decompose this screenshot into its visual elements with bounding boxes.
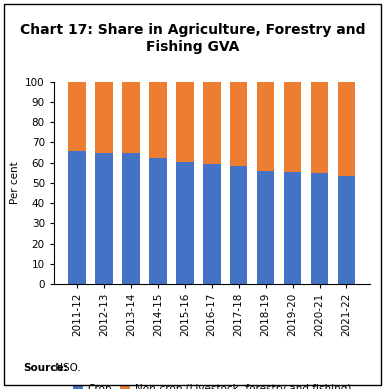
Bar: [230, 166, 248, 284]
Bar: [311, 82, 328, 173]
Bar: [149, 158, 167, 284]
Bar: [68, 82, 86, 151]
Bar: [122, 82, 140, 154]
Bar: [257, 171, 275, 284]
Bar: [95, 154, 113, 284]
Y-axis label: Per cent: Per cent: [10, 161, 20, 204]
Bar: [338, 176, 355, 284]
Bar: [176, 161, 194, 284]
Text: NSO.: NSO.: [52, 363, 81, 373]
Bar: [230, 82, 248, 166]
Bar: [203, 82, 221, 164]
Bar: [68, 151, 86, 284]
Bar: [311, 173, 328, 284]
Bar: [176, 82, 194, 161]
Bar: [203, 164, 221, 284]
Bar: [284, 172, 301, 284]
Bar: [257, 82, 275, 171]
Bar: [149, 82, 167, 158]
Text: Source:: Source:: [23, 363, 68, 373]
Text: Chart 17: Share in Agriculture, Forestry and
Fishing GVA: Chart 17: Share in Agriculture, Forestry…: [20, 23, 365, 54]
Bar: [95, 82, 113, 154]
Bar: [338, 82, 355, 176]
Bar: [122, 154, 140, 284]
Legend: Crop, Non-crop (Livestock, forestry and fishing): Crop, Non-crop (Livestock, forestry and …: [69, 380, 355, 389]
Bar: [284, 82, 301, 172]
